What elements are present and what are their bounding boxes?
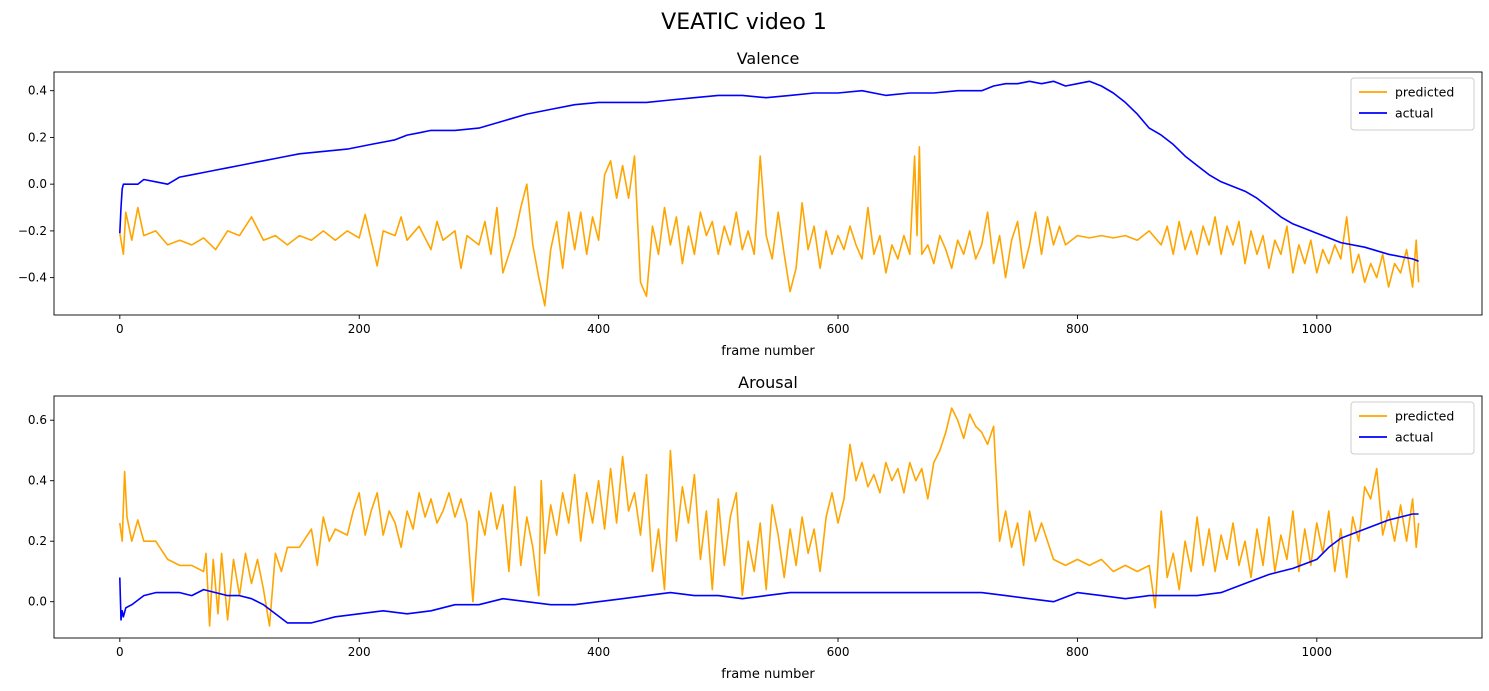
arousal-y-tick-label: 0.0: [28, 595, 47, 609]
valence-x-tick-label: 400: [587, 322, 610, 336]
valence-x-tick-label: 800: [1066, 322, 1089, 336]
valence-x-tick-label: 0: [116, 322, 124, 336]
valence-x-tick-label: 600: [827, 322, 850, 336]
arousal-x-tick-label: 600: [827, 645, 850, 659]
arousal-title: Arousal: [738, 373, 798, 392]
arousal-x-axis-label: frame number: [721, 667, 815, 682]
arousal-x-tick-label: 1000: [1302, 645, 1333, 659]
arousal-x-tick-label: 200: [348, 645, 371, 659]
valence-axes: Valence 0 200 400 600 800 1000 −0.4 −0.2 0.0 0.2 0.…: [18, 49, 1483, 359]
valence-title: Valence: [737, 49, 800, 68]
arousal-legend: predicted actual: [1350, 401, 1475, 455]
arousal-legend-label-predicted: predicted: [1395, 409, 1454, 424]
arousal-legend-box: [1350, 401, 1475, 455]
arousal-legend-label-actual: actual: [1395, 430, 1434, 445]
valence-y-tick-label: −0.4: [18, 271, 47, 285]
arousal-y-tick-label: 0.6: [28, 413, 47, 427]
arousal-x-tick-label: 0: [116, 645, 124, 659]
figure-title: VEATIC video 1: [661, 10, 827, 35]
valence-axes-frame: [53, 71, 1483, 316]
arousal-x-tick-label: 800: [1066, 645, 1089, 659]
valence-x-tick-label: 1000: [1302, 322, 1333, 336]
valence-y-tick-label: 0.2: [28, 130, 47, 144]
arousal-actual-line: [119, 513, 1419, 624]
valence-x-tick-label: 200: [348, 322, 371, 336]
arousal-y-tick-label: 0.4: [28, 474, 47, 488]
arousal-predicted-line: [119, 407, 1420, 627]
arousal-y-tick-label: 0.2: [28, 534, 47, 548]
valence-actual-line: [119, 80, 1419, 263]
valence-legend-label-actual: actual: [1395, 106, 1434, 121]
valence-legend-label-predicted: predicted: [1395, 85, 1454, 100]
valence-x-axis-label: frame number: [721, 344, 815, 359]
valence-predicted-line: [119, 146, 1420, 307]
arousal-axes-frame: [53, 395, 1483, 639]
valence-y-tick-label: 0.4: [28, 84, 47, 98]
arousal-axes: Arousal 0 200 400 600 800 1000 0.0 0.2 0.4 0.6 fram…: [28, 373, 1483, 682]
valence-y-tick-label: 0.0: [28, 177, 47, 191]
valence-legend: predicted actual: [1350, 77, 1475, 131]
arousal-x-tick-label: 400: [587, 645, 610, 659]
valence-legend-box: [1350, 77, 1475, 131]
valence-y-tick-label: −0.2: [18, 224, 47, 238]
